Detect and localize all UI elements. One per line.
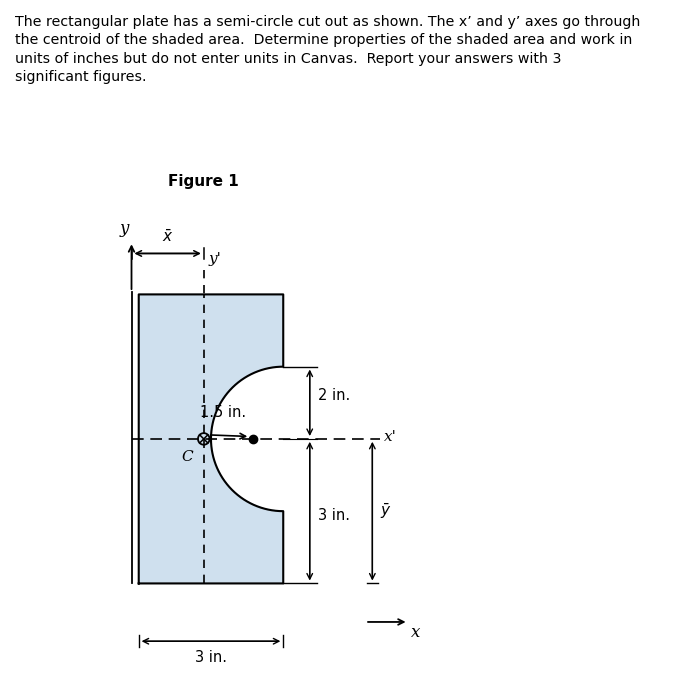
Text: C: C (182, 449, 193, 464)
Text: 3 in.: 3 in. (319, 508, 351, 523)
Polygon shape (139, 294, 283, 583)
Text: x': x' (384, 430, 397, 443)
Text: x: x (411, 624, 420, 641)
Text: 2 in.: 2 in. (319, 388, 351, 403)
Text: y: y (119, 220, 129, 236)
Text: Figure 1: Figure 1 (168, 174, 239, 189)
Text: y': y' (209, 251, 222, 266)
Text: 1.5 in.: 1.5 in. (200, 405, 246, 420)
Text: $\bar{y}$: $\bar{y}$ (380, 501, 391, 520)
Text: $\bar{x}$: $\bar{x}$ (162, 229, 174, 245)
Text: 3 in.: 3 in. (195, 650, 227, 665)
Text: The rectangular plate has a semi-circle cut out as shown. The x’ and y’ axes go : The rectangular plate has a semi-circle … (15, 15, 640, 84)
